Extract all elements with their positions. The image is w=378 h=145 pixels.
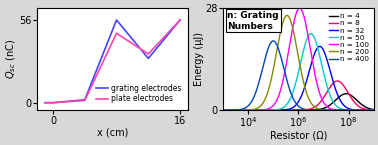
Line: n = 50: n = 50 bbox=[223, 34, 374, 110]
Y-axis label: $Q_{sc}$ (nC): $Q_{sc}$ (nC) bbox=[4, 39, 18, 79]
n = 32 bbox=[221, 109, 225, 111]
n = 50 bbox=[221, 109, 225, 111]
n = 4 bbox=[367, 108, 372, 109]
n = 100 bbox=[367, 109, 372, 111]
n = 50 bbox=[228, 109, 233, 111]
grating electrodes bbox=[114, 19, 119, 21]
n = 400 bbox=[367, 109, 372, 111]
Legend: grating electrodes, plate electrodes: grating electrodes, plate electrodes bbox=[93, 81, 184, 106]
Line: n = 100: n = 100 bbox=[223, 8, 374, 110]
n = 200 bbox=[372, 109, 376, 111]
n = 4 bbox=[372, 109, 376, 110]
n = 50 bbox=[290, 93, 294, 95]
n = 200 bbox=[228, 109, 233, 111]
n = 4 bbox=[339, 94, 344, 96]
n = 8 bbox=[339, 83, 344, 84]
n = 4 bbox=[221, 109, 225, 111]
n = 100 bbox=[290, 29, 294, 31]
n = 8 bbox=[367, 109, 372, 111]
Y-axis label: Energy (μJ): Energy (μJ) bbox=[194, 32, 204, 86]
n = 50 bbox=[309, 33, 313, 35]
n = 400 bbox=[290, 96, 294, 98]
n = 50 bbox=[294, 80, 299, 82]
n = 400 bbox=[221, 109, 225, 111]
n = 100 bbox=[372, 109, 376, 111]
n = 50 bbox=[339, 108, 344, 110]
n = 100 bbox=[297, 7, 302, 9]
n = 50 bbox=[367, 109, 372, 111]
n = 4 bbox=[367, 108, 372, 109]
grating electrodes bbox=[146, 58, 150, 59]
n = 8 bbox=[221, 109, 225, 111]
n = 32 bbox=[294, 104, 299, 106]
Line: n = 32: n = 32 bbox=[223, 46, 374, 110]
n = 200 bbox=[367, 109, 372, 111]
n = 32 bbox=[290, 107, 294, 109]
n = 32 bbox=[228, 109, 233, 111]
n = 8 bbox=[372, 109, 376, 111]
Legend: n = 4, n = 8, n = 32, n = 50, n = 100, n = 200, n = 400: n = 4, n = 8, n = 32, n = 50, n = 100, n… bbox=[327, 12, 370, 64]
n = 100 bbox=[294, 12, 299, 14]
Line: plate electrodes: plate electrodes bbox=[45, 20, 180, 103]
n = 8 bbox=[228, 109, 233, 111]
n = 32 bbox=[367, 109, 372, 111]
n = 50 bbox=[372, 109, 376, 111]
n = 8 bbox=[335, 80, 339, 82]
plate electrodes bbox=[82, 100, 87, 101]
plate electrodes bbox=[146, 53, 150, 55]
grating electrodes bbox=[178, 19, 182, 21]
n = 400 bbox=[372, 109, 376, 111]
Text: n: Grating
Numbers: n: Grating Numbers bbox=[228, 11, 279, 31]
n = 32 bbox=[367, 109, 372, 111]
Line: n = 8: n = 8 bbox=[223, 81, 374, 110]
grating electrodes bbox=[51, 102, 55, 104]
Line: n = 200: n = 200 bbox=[223, 16, 374, 110]
n = 100 bbox=[221, 109, 225, 111]
n = 4 bbox=[294, 109, 299, 111]
n = 400 bbox=[271, 40, 276, 42]
grating electrodes bbox=[82, 99, 87, 101]
grating electrodes bbox=[43, 102, 47, 104]
n = 200 bbox=[221, 109, 225, 111]
X-axis label: Resistor (Ω): Resistor (Ω) bbox=[270, 131, 327, 141]
n = 100 bbox=[367, 109, 372, 111]
n = 8 bbox=[367, 109, 372, 111]
n = 100 bbox=[339, 109, 344, 111]
n = 32 bbox=[318, 46, 322, 47]
n = 4 bbox=[344, 93, 349, 95]
n = 400 bbox=[367, 109, 372, 111]
Line: n = 4: n = 4 bbox=[223, 94, 374, 110]
Line: n = 400: n = 400 bbox=[223, 41, 374, 110]
n = 32 bbox=[372, 109, 376, 111]
n = 200 bbox=[367, 109, 372, 111]
n = 50 bbox=[367, 109, 372, 111]
plate electrodes bbox=[51, 102, 55, 104]
n = 400 bbox=[294, 103, 299, 105]
X-axis label: x (cm): x (cm) bbox=[97, 127, 128, 137]
n = 400 bbox=[339, 109, 344, 111]
plate electrodes bbox=[178, 19, 182, 21]
n = 400 bbox=[228, 109, 233, 111]
plate electrodes bbox=[43, 102, 47, 104]
n = 32 bbox=[339, 102, 344, 104]
plate electrodes bbox=[114, 32, 119, 34]
Line: grating electrodes: grating electrodes bbox=[45, 20, 180, 103]
n = 200 bbox=[294, 45, 299, 47]
n = 4 bbox=[290, 109, 294, 111]
n = 200 bbox=[285, 15, 289, 16]
n = 4 bbox=[228, 109, 233, 111]
n = 8 bbox=[294, 109, 299, 111]
n = 8 bbox=[290, 109, 294, 111]
n = 200 bbox=[339, 109, 344, 111]
n = 200 bbox=[290, 26, 294, 28]
n = 100 bbox=[228, 109, 233, 111]
